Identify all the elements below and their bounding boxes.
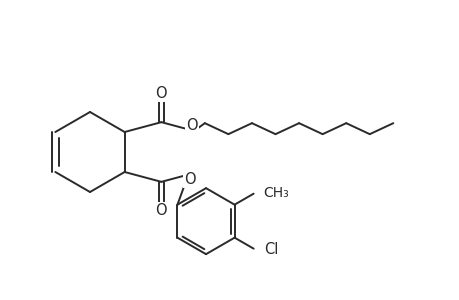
Text: O: O	[184, 172, 196, 187]
Text: O: O	[155, 203, 167, 218]
Text: CH₃: CH₃	[263, 186, 289, 200]
Text: O: O	[155, 86, 167, 101]
Text: Cl: Cl	[263, 242, 277, 257]
Text: O: O	[186, 118, 198, 134]
